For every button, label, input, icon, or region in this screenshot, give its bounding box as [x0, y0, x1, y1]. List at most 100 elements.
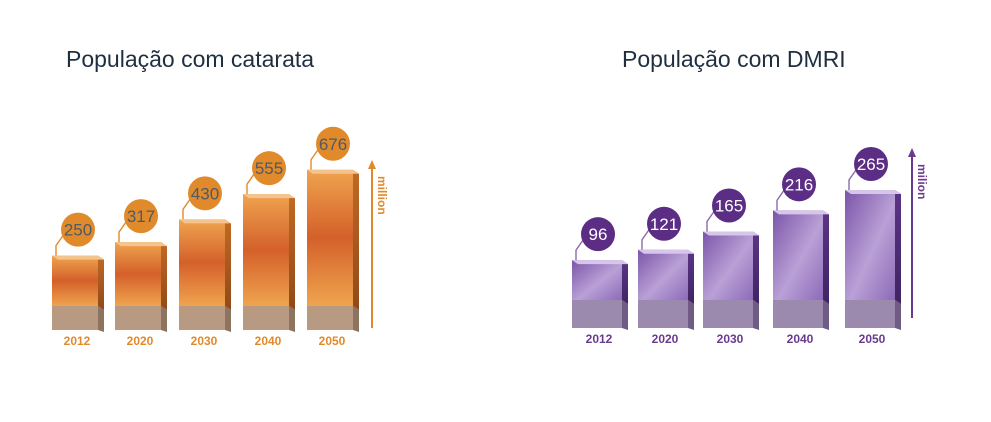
value-label: 265	[857, 155, 885, 174]
year-label-2040: 2040	[787, 332, 814, 346]
value-label: 121	[650, 215, 678, 234]
bar-base-side	[823, 300, 829, 330]
bar-base	[845, 300, 895, 328]
chart-amd: 96 2012 121 2020 165 2030 216 2040 265 2050 milion	[572, 146, 929, 346]
value-bubble	[316, 126, 350, 161]
bar-base	[52, 306, 98, 330]
value-label: 676	[319, 135, 347, 154]
bar-top	[638, 249, 694, 254]
unit-label: million	[375, 176, 389, 215]
bar-side	[823, 210, 829, 304]
bar-body	[773, 210, 823, 300]
bar-top	[307, 169, 359, 174]
value-leader-line	[246, 173, 255, 195]
bar-base	[115, 306, 161, 330]
value-leader-line	[310, 149, 319, 170]
chart-title-amd: População com DMRI	[622, 46, 846, 72]
bar-2020: 317	[115, 199, 167, 332]
value-label: 96	[589, 225, 608, 244]
value-label: 165	[715, 197, 743, 216]
value-bubble	[188, 176, 222, 211]
bar-side	[753, 231, 759, 304]
year-label-2030: 2030	[191, 334, 218, 348]
value-label: 250	[64, 221, 92, 240]
bar-side	[161, 242, 167, 310]
bar-top	[773, 210, 829, 215]
bar-side	[289, 194, 295, 310]
year-label-2030: 2030	[717, 332, 744, 346]
bar-body	[703, 231, 753, 300]
bar-body	[845, 189, 895, 300]
bar-body	[572, 260, 622, 300]
bar-base-side	[753, 300, 759, 330]
bar-side	[622, 260, 628, 304]
bar-top	[52, 255, 104, 260]
bar-base	[572, 300, 622, 328]
value-leader-line	[55, 235, 64, 256]
value-leader-line	[118, 221, 127, 243]
bar-side	[688, 249, 694, 304]
bar-base	[638, 300, 688, 328]
value-bubble	[647, 206, 681, 241]
bar-2012: 250	[52, 212, 104, 332]
bar-2012: 96	[572, 217, 628, 330]
value-label: 216	[785, 175, 813, 194]
bar-2050: 676	[307, 126, 359, 332]
chart-cataract: 250 2012 317 2020 430 2030 555 2040 676 2050 milli…	[52, 126, 389, 348]
bar-base	[307, 306, 353, 330]
value-bubble	[712, 188, 746, 223]
bar-top	[243, 194, 295, 199]
year-label-2020: 2020	[127, 334, 154, 348]
value-label: 555	[255, 159, 283, 178]
bar-base-side	[289, 306, 295, 332]
bar-2040: 555	[243, 151, 295, 332]
year-label-2012: 2012	[586, 332, 613, 346]
value-bubble	[581, 217, 615, 252]
bar-body	[52, 255, 98, 306]
bar-base	[773, 300, 823, 328]
value-leader-line	[706, 211, 715, 232]
value-leader-line	[182, 198, 191, 220]
year-label-2012: 2012	[64, 334, 91, 348]
value-label: 317	[127, 207, 155, 226]
value-leader-line	[776, 189, 785, 211]
bar-body	[179, 219, 225, 306]
year-label-2050: 2050	[319, 334, 346, 348]
value-leader-line	[575, 239, 584, 261]
year-label-2020: 2020	[652, 332, 679, 346]
value-bubble	[252, 151, 286, 186]
year-label-2050: 2050	[859, 332, 886, 346]
bar-body	[307, 169, 353, 306]
value-label: 430	[191, 184, 219, 203]
bar-side	[98, 255, 104, 310]
bar-base	[703, 300, 753, 328]
bar-body	[638, 249, 688, 300]
chart-title-cataract: População com catarata	[66, 46, 315, 72]
bar-top	[179, 219, 231, 224]
bar-base-side	[225, 306, 231, 332]
bar-top	[845, 189, 901, 194]
bar-body	[115, 242, 161, 306]
value-leader-line	[641, 229, 650, 250]
bar-top	[703, 231, 759, 236]
bar-base	[243, 306, 289, 330]
bar-2030: 165	[703, 188, 759, 330]
bar-2050: 265	[845, 146, 901, 330]
bar-base-side	[688, 300, 694, 330]
bar-2040: 216	[773, 167, 829, 330]
bar-base-side	[622, 300, 628, 330]
value-leader-line	[848, 169, 857, 190]
bar-base-side	[353, 306, 359, 332]
bar-base	[179, 306, 225, 330]
value-bubble	[854, 146, 888, 181]
bar-top	[115, 242, 167, 247]
bar-body	[243, 194, 289, 306]
bar-base-side	[161, 306, 167, 332]
value-bubble	[124, 199, 158, 234]
axis-arrow-head	[908, 148, 916, 157]
value-bubble	[782, 167, 816, 202]
bar-2030: 430	[179, 176, 231, 332]
bar-side	[225, 219, 231, 310]
year-label-2040: 2040	[255, 334, 282, 348]
